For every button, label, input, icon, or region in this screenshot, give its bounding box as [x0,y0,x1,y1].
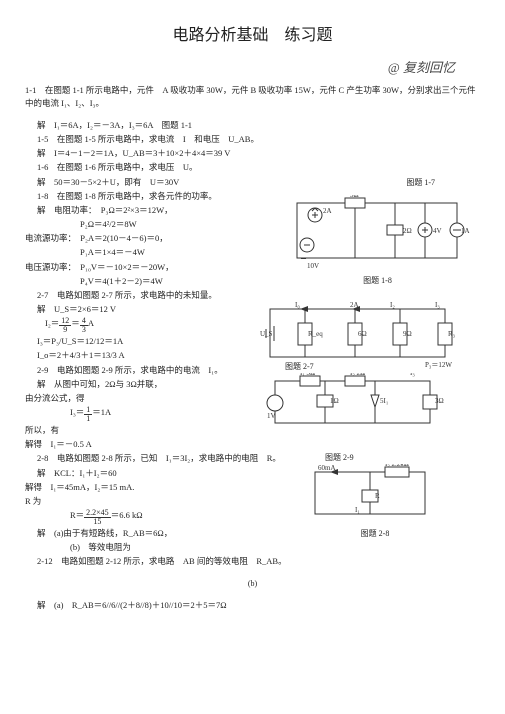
svg-text:I₃: I₃ [410,373,415,377]
svg-text:I₁: I₁ [355,506,360,514]
caption-1-7: 图题 1-7 [406,177,435,189]
svg-text:－: － [300,255,307,263]
svg-text:I₂ 2Ω: I₂ 2Ω [350,373,365,377]
figure-2-8: 图题 2-9 60mA I₂ 2.2kΩ I₁ R 图题 2-8 [305,450,445,540]
line-1-5: 1-5 在图题 1-5 所示电路中，求电流 I 和电压 U_AB。 [25,133,480,146]
svg-text:3Ω: 3Ω [435,397,444,405]
line-sol-1-1: 解 I₁＝6A，I₂＝－3A，I₃＝6A 图题 1-1 [25,119,480,132]
svg-text:I₃: I₃ [435,301,440,309]
svg-text:I₀: I₀ [295,301,300,309]
svg-text:U_S: U_S [260,330,273,338]
line-sol-1-5: 解 I＝4－1－2＝1A，U_AB＝3＋10×2＋4×4＝39 V [25,147,480,160]
page-title: 电路分析基础 练习题 [25,24,480,48]
svg-text:5I₁: 5I₁ [380,397,388,405]
caption-2-7: 图题 2-7 [265,361,445,373]
stamp-text: @ 复刻回忆 [25,58,455,78]
svg-text:10V: 10V [307,262,319,270]
line-sol-b: (b) 等效电阻为 [25,541,480,554]
caption-2-8: 图题 2-8 [305,528,445,540]
svg-text:2Ω: 2Ω [403,227,412,235]
svg-text:60mA: 60mA [318,464,336,472]
figure-2-9: 图题 2-7 1V I₁ 3Ω I₂ 2Ω I₃ [265,359,445,433]
figure-1-8: 2A 3Ω 2Ω 4V 1A － 10V 图题 1-8 [285,195,470,287]
svg-text:9Ω: 9Ω [403,330,412,338]
svg-text:3Ω: 3Ω [350,195,359,199]
line-sol-rab: 解 (a) R_AB＝6//6//(2＋8//8)＋10//10＝2＋5＝7Ω [25,599,480,612]
svg-text:2A: 2A [323,207,332,215]
svg-text:I₂: I₂ [390,301,395,309]
svg-text:1A: 1A [461,227,470,235]
svg-text:I₂ 2.2kΩ: I₂ 2.2kΩ [385,464,409,468]
svg-text:R₃: R₃ [448,330,456,338]
svg-text:R_eq: R_eq [308,330,323,338]
svg-text:1Ω: 1Ω [330,397,339,405]
caption-2-9: 图题 2-9 [305,452,445,464]
caption-1-8: 图题 1-8 [285,275,470,287]
svg-text:R: R [375,492,380,500]
sub-b: (b) [25,578,480,590]
svg-text:I₁ 3Ω: I₁ 3Ω [300,373,315,377]
problem-1-1: 1-1 在图题 1-1 所示电路中，元件 A 吸收功率 30W，元件 B 吸收功… [25,84,480,110]
line-1-6: 1-6 在图题 1-6 所示电路中，求电压 U。 [25,161,480,174]
line-2-12: 2-12 电路如图题 2-12 所示，求电路 AB 间的等效电阻 R_AB。 [25,555,480,568]
svg-text:6Ω: 6Ω [358,330,367,338]
svg-text:4V: 4V [433,227,442,235]
svg-text:1V: 1V [267,412,276,420]
